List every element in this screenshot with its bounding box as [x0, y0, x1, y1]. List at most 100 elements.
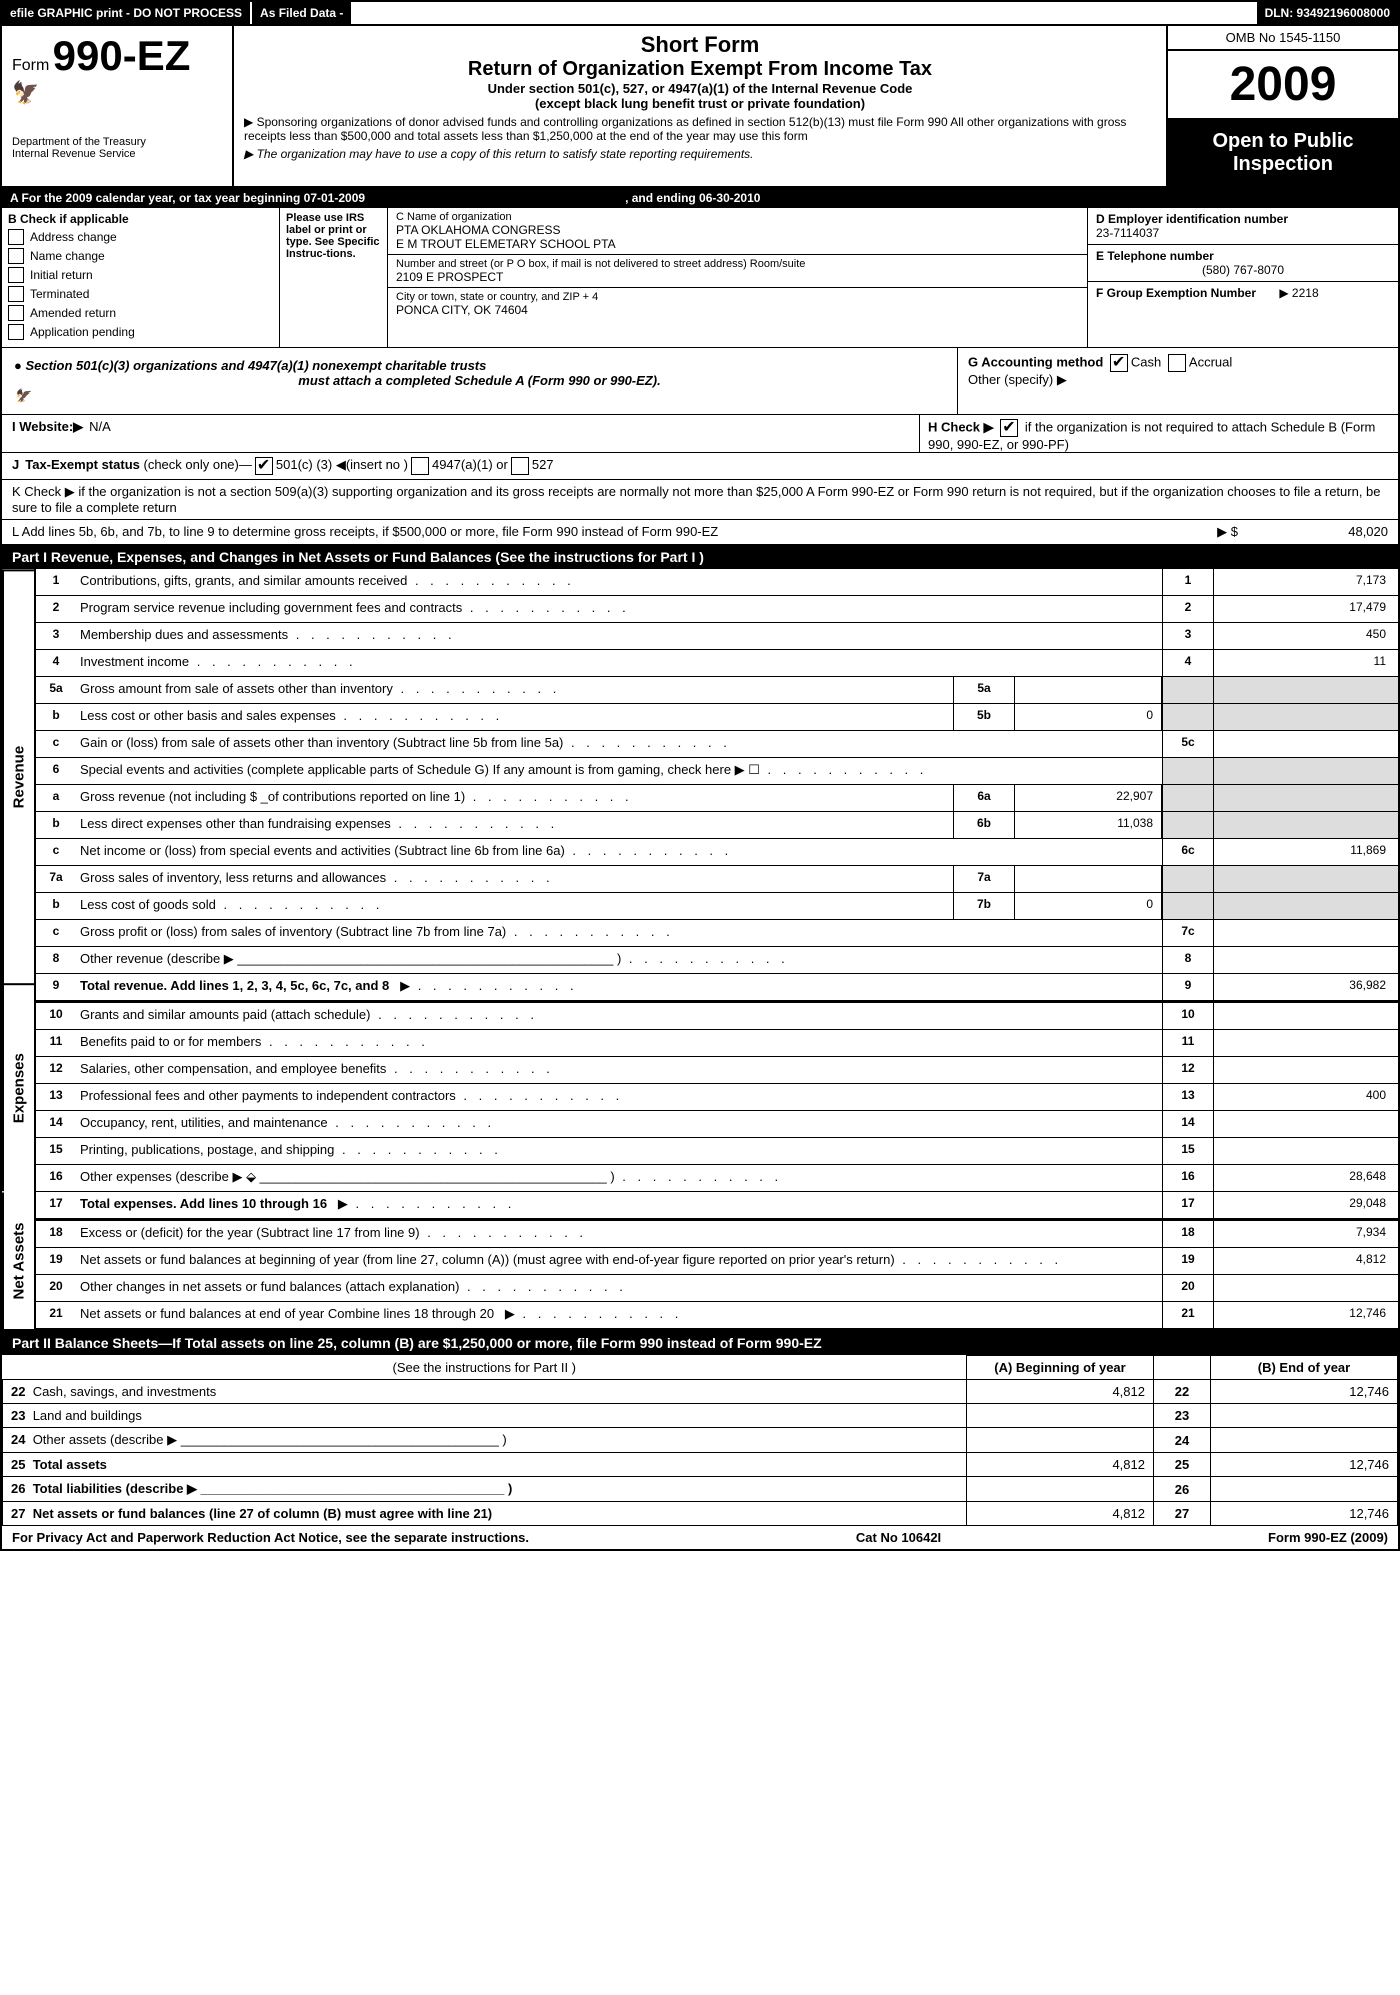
form-990ez-page: efile GRAPHIC print - DO NOT PROCESS As …	[0, 0, 1400, 1551]
footer-mid: Cat No 10642I	[856, 1530, 941, 1545]
row-k: K Check ▶ if the organization is not a s…	[2, 480, 1398, 520]
header-note-1: ▶ Sponsoring organizations of donor advi…	[244, 115, 1156, 143]
cb-accrual[interactable]	[1168, 354, 1186, 372]
line-10: 10Grants and similar amounts paid (attac…	[36, 1003, 1398, 1030]
cb-501c[interactable]	[255, 457, 273, 475]
line-1: 1Contributions, gifts, grants, and simil…	[36, 569, 1398, 596]
line-17: 17Total expenses. Add lines 10 through 1…	[36, 1192, 1398, 1219]
header-note-2: ▶ The organization may have to use a cop…	[244, 147, 1156, 161]
line-b: bLess direct expenses other than fundrai…	[36, 812, 1398, 839]
line-3: 3Membership dues and assessments3450	[36, 623, 1398, 650]
line-b: bLess cost of goods sold7b0	[36, 893, 1398, 920]
irs-eagle-icon: 🦅	[12, 80, 222, 106]
line-a: aGross revenue (not including $ _of cont…	[36, 785, 1398, 812]
line-b: bLess cost or other basis and sales expe…	[36, 704, 1398, 731]
line-9: 9Total revenue. Add lines 1, 2, 3, 4, 5c…	[36, 974, 1398, 1001]
cb-app-pending[interactable]: Application pending	[8, 324, 273, 340]
line-5a: 5aGross amount from sale of assets other…	[36, 677, 1398, 704]
col-b-header: (B) End of year	[1211, 1356, 1398, 1380]
bs-row-24: 24 Other assets (describe ▶ ____________…	[3, 1428, 1398, 1453]
line-14: 14Occupancy, rent, utilities, and mainte…	[36, 1111, 1398, 1138]
row-a-tax-year: A For the 2009 calendar year, or tax yea…	[2, 188, 1398, 208]
efile-label: efile GRAPHIC print - DO NOT PROCESS	[2, 2, 250, 24]
bs-row-27: 27 Net assets or fund balances (line 27 …	[3, 1502, 1398, 1526]
dln-label: DLN: 93492196008000	[1257, 2, 1398, 24]
row-j-status: J Tax-Exempt status (check only one)— 50…	[2, 453, 1398, 480]
line-11: 11Benefits paid to or for members11	[36, 1030, 1398, 1057]
row-l-value: 48,020	[1238, 524, 1388, 540]
col-b-header: B Check if applicable	[8, 212, 273, 226]
row-l: L Add lines 5b, 6b, and 7b, to line 9 to…	[2, 520, 1398, 545]
tax-year: 2009	[1168, 51, 1398, 120]
cb-h-check[interactable]	[1000, 419, 1018, 437]
org-name-1: PTA OKLAHOMA CONGRESS	[396, 223, 1079, 237]
cb-4947[interactable]	[411, 457, 429, 475]
ein-value: 23-7114037	[1096, 226, 1390, 240]
line-2: 2Program service revenue including gover…	[36, 596, 1398, 623]
row-h: H Check ▶ if the organization is not req…	[919, 415, 1388, 452]
org-info: C Name of organization PTA OKLAHOMA CONG…	[388, 208, 1087, 347]
cb-initial-return[interactable]: Initial return	[8, 267, 273, 283]
website-value: N/A	[89, 419, 111, 448]
line-6: 6Special events and activities (complete…	[36, 758, 1398, 785]
line-7a: 7aGross sales of inventory, less returns…	[36, 866, 1398, 893]
accounting-method: G Accounting method Cash Accrual Other (…	[957, 348, 1398, 414]
column-b: B Check if applicable Address change Nam…	[2, 208, 280, 347]
group-exempt-block: F Group Exemption Number ▶ 2218	[1088, 282, 1398, 304]
line-19: 19Net assets or fund balances at beginni…	[36, 1248, 1398, 1275]
section-bcd: B Check if applicable Address change Nam…	[2, 208, 1398, 348]
asfiled-label: As Filed Data -	[250, 2, 351, 24]
org-name-2: E M TROUT ELEMETARY SCHOOL PTA	[396, 237, 1079, 251]
header-right: OMB No 1545-1150 2009 Open to Public Ins…	[1166, 26, 1398, 186]
header-left: Form 990-EZ 🦅 Department of the Treasury…	[2, 26, 234, 186]
street-block: Number and street (or P O box, if mail i…	[388, 255, 1087, 288]
balance-sheet-table: (See the instructions for Part II ) (A) …	[2, 1355, 1398, 1526]
cb-527[interactable]	[511, 457, 529, 475]
part1-header: Part I Revenue, Expenses, and Changes in…	[2, 545, 1398, 569]
cat-expenses: Expenses	[2, 983, 34, 1191]
501c3-text: ● Section 501(c)(3) organizations and 49…	[2, 348, 957, 414]
subtitle-2: (except black lung benefit trust or priv…	[244, 96, 1156, 111]
top-bar: efile GRAPHIC print - DO NOT PROCESS As …	[2, 2, 1398, 26]
org-name-block: C Name of organization PTA OKLAHOMA CONG…	[388, 208, 1087, 255]
dept-irs: Internal Revenue Service	[12, 148, 222, 160]
street-value: 2109 E PROSPECT	[396, 270, 1079, 284]
line-4: 4Investment income411	[36, 650, 1398, 677]
header-center: Short Form Return of Organization Exempt…	[234, 26, 1166, 186]
bs-row-26: 26 Total liabilities (describe ▶ _______…	[3, 1477, 1398, 1502]
part1-lines: 1Contributions, gifts, grants, and simil…	[36, 569, 1398, 1329]
bs-row-25: 25 Total assets 4,8122512,746	[3, 1453, 1398, 1477]
part1-body: Revenue Expenses Net Assets 1Contributio…	[2, 569, 1398, 1331]
line-20: 20Other changes in net assets or fund ba…	[36, 1275, 1398, 1302]
col-a-header: (A) Beginning of year	[967, 1356, 1154, 1380]
cb-cash[interactable]	[1110, 354, 1128, 372]
line-8: 8Other revenue (describe ▶ _____________…	[36, 947, 1398, 974]
ein-block: D Employer identification number 23-7114…	[1088, 208, 1398, 245]
cb-amended[interactable]: Amended return	[8, 305, 273, 321]
column-c: Please use IRS label or print or type. S…	[280, 208, 1087, 347]
line-16: 16Other expenses (describe ▶ ⬙ _________…	[36, 1165, 1398, 1192]
open-to-public: Open to Public Inspection	[1168, 120, 1398, 186]
line-c: cGain or (loss) from sale of assets othe…	[36, 731, 1398, 758]
line-12: 12Salaries, other compensation, and empl…	[36, 1057, 1398, 1084]
footer-right: Form 990-EZ (2009)	[1268, 1530, 1388, 1545]
form-header: Form 990-EZ 🦅 Department of the Treasury…	[2, 26, 1398, 188]
section-501c3: ● Section 501(c)(3) organizations and 49…	[2, 348, 1398, 415]
omb-number: OMB No 1545-1150	[1168, 26, 1398, 51]
cb-address-change[interactable]: Address change	[8, 229, 273, 245]
subtitle-1: Under section 501(c), 527, or 4947(a)(1)…	[244, 81, 1156, 96]
cat-netassets: Net Assets	[2, 1192, 34, 1329]
footer-left: For Privacy Act and Paperwork Reduction …	[12, 1530, 529, 1545]
bs-row-23: 23 Land and buildings 23	[3, 1404, 1398, 1428]
form-number: 990-EZ	[53, 32, 191, 79]
dept-treasury: Department of the Treasury	[12, 136, 222, 148]
part2-header: Part II Balance Sheets—If Total assets o…	[2, 1331, 1398, 1355]
page-footer: For Privacy Act and Paperwork Reduction …	[2, 1526, 1398, 1549]
cb-terminated[interactable]: Terminated	[8, 286, 273, 302]
form-prefix: Form	[12, 57, 49, 74]
please-use-label: Please use IRS label or print or type. S…	[280, 208, 388, 347]
line-15: 15Printing, publications, postage, and s…	[36, 1138, 1398, 1165]
cb-name-change[interactable]: Name change	[8, 248, 273, 264]
bs-header-row: (See the instructions for Part II ) (A) …	[3, 1356, 1398, 1380]
line-c: cNet income or (loss) from special event…	[36, 839, 1398, 866]
